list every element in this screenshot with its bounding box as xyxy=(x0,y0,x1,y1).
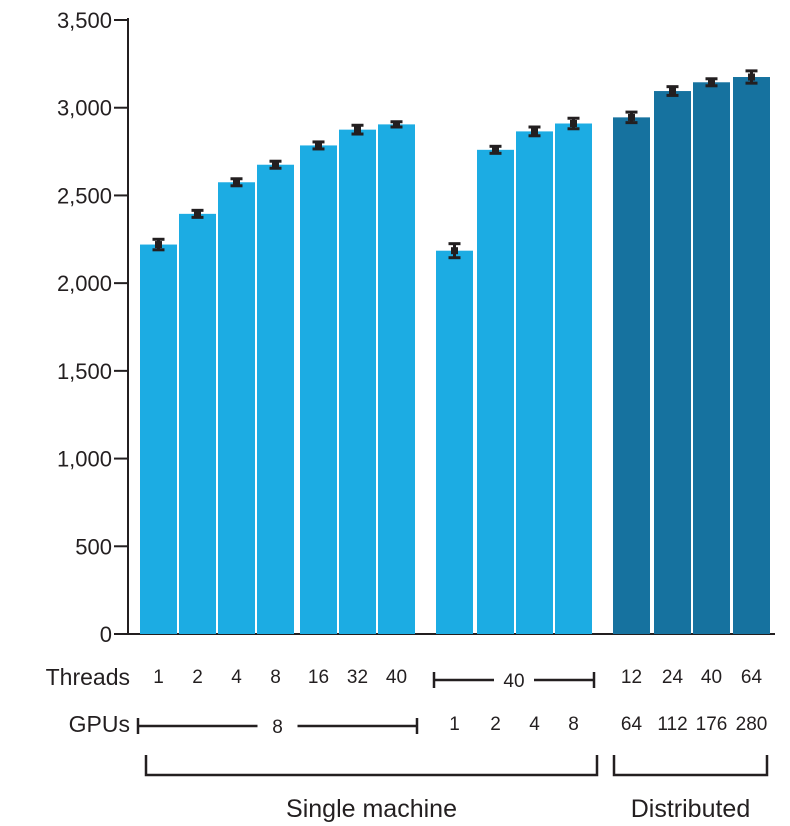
y-axis: 0 500 1,000 1,500 2,000 2,500 3,000 3,500 xyxy=(57,8,775,647)
error-center-mark xyxy=(451,247,458,255)
bar-single xyxy=(179,213,216,634)
gpus-value: 4 xyxy=(529,714,540,735)
error-center-mark xyxy=(531,127,538,135)
y-tick-label: 3,500 xyxy=(57,8,112,33)
group-bracket xyxy=(144,755,599,777)
y-tick-label: 2,000 xyxy=(57,271,112,296)
threads-value: 12 xyxy=(621,667,642,688)
bar-single xyxy=(140,244,177,634)
bar-single xyxy=(555,123,592,634)
bar-single xyxy=(378,124,415,634)
error-center-mark xyxy=(233,178,240,186)
bar-single xyxy=(477,149,514,634)
error-center-mark xyxy=(570,120,577,128)
gpus-value: 2 xyxy=(490,714,501,735)
error-center-mark xyxy=(492,146,499,154)
bar-single xyxy=(339,129,376,634)
y-tick-label: 3,000 xyxy=(57,96,112,121)
threads-value: 2 xyxy=(192,667,203,688)
bar-single xyxy=(516,131,553,634)
y-tick-label: 1,000 xyxy=(57,447,112,472)
bars xyxy=(140,77,770,634)
gpus-value: 176 xyxy=(696,714,728,735)
threads-value: 4 xyxy=(231,667,242,688)
gpus-row-label: GPUs xyxy=(69,711,130,737)
error-center-mark xyxy=(393,120,400,128)
gpus-value: 1 xyxy=(449,714,460,735)
bar-single xyxy=(257,164,294,634)
bar-single xyxy=(436,250,473,634)
error-center-mark xyxy=(748,73,755,81)
threads-value: 32 xyxy=(347,667,368,688)
threads-value: 24 xyxy=(662,667,684,688)
threads-value: 8 xyxy=(270,667,281,688)
gpus-value: 64 xyxy=(621,714,643,735)
gpus-span-label: 8 xyxy=(272,717,283,738)
bar-distributed xyxy=(654,91,691,634)
error-center-mark xyxy=(155,241,162,249)
group-brackets: Single machine Distributed xyxy=(144,755,769,823)
error-center-mark xyxy=(708,78,715,86)
bar-distributed xyxy=(693,82,730,634)
error-bars xyxy=(152,69,758,260)
error-center-mark xyxy=(354,126,361,134)
error-center-mark xyxy=(272,161,279,169)
bar-distributed xyxy=(733,77,770,634)
threads-row-label: Threads xyxy=(46,664,130,690)
bar-single xyxy=(300,145,337,634)
error-center-mark xyxy=(315,141,322,149)
error-center-mark xyxy=(669,87,676,95)
y-tick-label: 1,500 xyxy=(57,359,112,384)
threads-value: 40 xyxy=(386,667,407,688)
group-bracket xyxy=(612,755,769,777)
threads-value: 40 xyxy=(701,667,722,688)
threads-span-label: 40 xyxy=(503,671,524,692)
bar-single xyxy=(218,182,255,634)
threads-value: 16 xyxy=(308,667,329,688)
error-center-mark xyxy=(628,113,635,121)
group-label: Distributed xyxy=(631,795,751,823)
threads-value: 64 xyxy=(741,667,763,688)
group-label: Single machine xyxy=(286,795,457,823)
gpus-value: 112 xyxy=(657,714,687,735)
y-tick-label: 0 xyxy=(100,622,112,647)
y-tick-label: 500 xyxy=(75,534,112,559)
threads-value: 1 xyxy=(153,667,164,688)
gpus-value: 280 xyxy=(736,714,768,735)
y-tick-label: 2,500 xyxy=(57,183,112,208)
gpus-value: 8 xyxy=(568,714,579,735)
bar-distributed xyxy=(613,117,650,634)
error-center-mark xyxy=(194,210,201,218)
